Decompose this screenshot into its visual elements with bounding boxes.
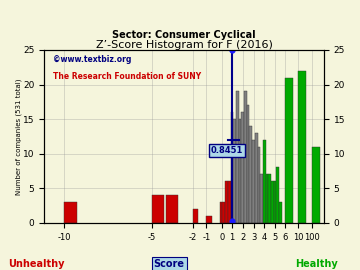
Bar [257,147,260,223]
Bar [269,174,271,223]
Bar [233,119,236,223]
Bar [285,77,293,223]
Bar [64,202,77,223]
Bar [298,71,306,223]
Bar [279,202,282,223]
Text: Score: Score [154,259,185,269]
Bar [312,147,320,223]
Text: 0.8451: 0.8451 [211,146,243,155]
Bar [220,202,222,223]
Bar [249,126,252,223]
Bar [266,174,269,223]
Bar [236,92,239,223]
Bar [244,92,247,223]
Bar [228,181,230,223]
Bar [152,195,165,223]
Bar [225,181,228,223]
Text: Unhealthy: Unhealthy [8,259,64,269]
Text: ©www.textbiz.org: ©www.textbiz.org [53,55,131,64]
Bar [274,181,276,223]
Bar [247,105,249,223]
Bar [193,209,198,223]
Bar [230,112,233,223]
Bar [260,174,263,223]
Bar [276,167,279,223]
Bar [222,202,225,223]
Bar [263,140,266,223]
Text: Sector: Consumer Cyclical: Sector: Consumer Cyclical [112,31,256,40]
Bar [271,181,274,223]
Bar [252,140,255,223]
Title: Z’-Score Histogram for F (2016): Z’-Score Histogram for F (2016) [95,40,273,50]
Bar [255,133,257,223]
Y-axis label: Number of companies (531 total): Number of companies (531 total) [15,78,22,195]
Bar [241,112,244,223]
Bar [166,195,178,223]
Text: Healthy: Healthy [296,259,338,269]
Bar [206,216,212,223]
Bar [239,119,241,223]
Text: The Research Foundation of SUNY: The Research Foundation of SUNY [53,72,201,81]
